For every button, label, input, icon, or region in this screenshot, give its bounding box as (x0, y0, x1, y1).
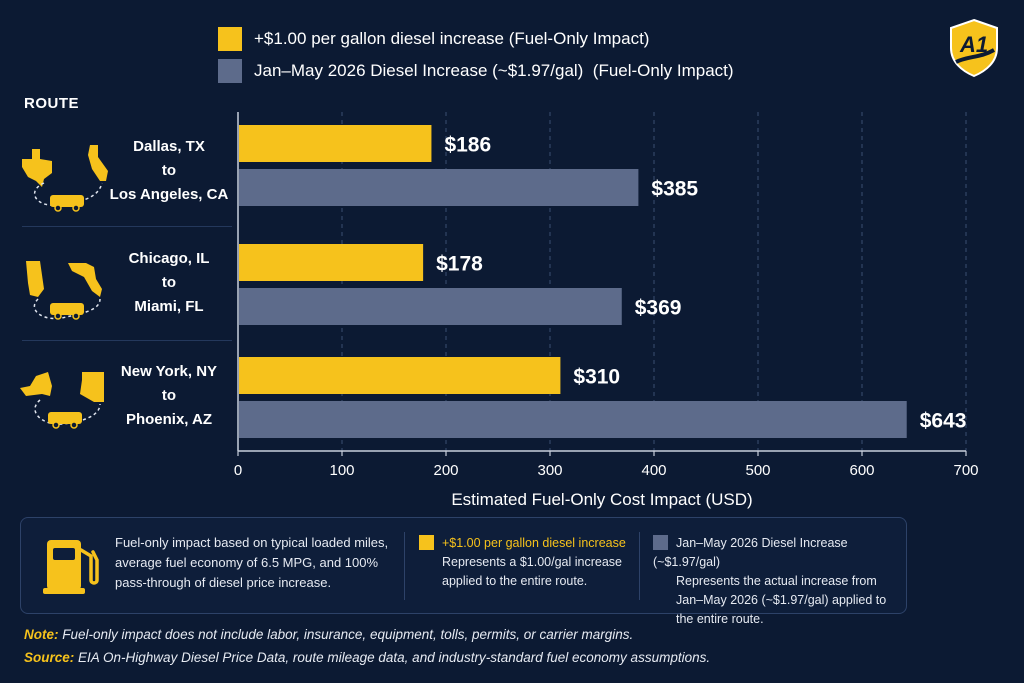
bar (239, 169, 639, 206)
info-swatch-gray (653, 535, 668, 550)
illinois-florida-map-icon (26, 261, 102, 320)
a1-logo: A1 (950, 18, 998, 78)
route-from: New York, NY (120, 363, 218, 380)
legend-item-yellow: +$1.00 per gallon diesel increase (Fuel-… (218, 26, 734, 52)
route-label-newyork: New York, NY to Phoenix, AZ (108, 360, 230, 432)
fuel-pump-icon (43, 540, 99, 594)
x-tick-label: 100 (329, 462, 354, 479)
logo-text: A1 (959, 32, 988, 57)
legend-swatch-gray (218, 59, 242, 83)
note-text: Fuel-only impact does not include labor,… (62, 627, 634, 642)
route-from: Chicago, IL (128, 250, 210, 267)
route-to-word: to (161, 387, 177, 404)
info-col-yellow-title: +$1.00 per gallon diesel increase (442, 536, 626, 550)
info-col-gray: Jan–May 2026 Diesel Increase (~$1.97/gal… (653, 534, 901, 629)
route-divider (22, 340, 232, 341)
info-description: Fuel-only impact based on typical loaded… (115, 535, 389, 590)
legend-swatch-yellow (218, 27, 242, 51)
info-divider (639, 532, 640, 600)
info-swatch-yellow (419, 535, 434, 550)
route-label-chicago: Chicago, IL to Miami, FL (108, 247, 230, 319)
bar (239, 244, 424, 281)
route-row-dallas: Dallas, TX to Los Angeles, CA (10, 135, 232, 235)
bar-value-label: $178 (436, 253, 483, 276)
route-to: Phoenix, AZ (125, 411, 213, 428)
source-line: Source: EIA On-Highway Diesel Price Data… (24, 650, 710, 665)
bar-value-label: $186 (444, 134, 491, 157)
legend-label-gray: Jan–May 2026 Diesel Increase (~$1.97/gal… (254, 61, 734, 80)
bar-value-label: $310 (573, 366, 620, 389)
info-col-yellow: +$1.00 per gallon diesel increase Repres… (419, 534, 634, 591)
route-divider (22, 226, 232, 227)
note-line: Note: Fuel-only impact does not include … (24, 627, 633, 642)
bar-value-label: $369 (635, 297, 682, 320)
chart-legend: +$1.00 per gallon diesel increase (Fuel-… (218, 26, 734, 90)
route-from: Dallas, TX (133, 138, 205, 155)
x-tick-label: 700 (953, 462, 978, 479)
bar (239, 288, 622, 325)
x-tick-label: 0 (234, 462, 242, 479)
x-tick-label: 300 (537, 462, 562, 479)
legend-label-yellow: +$1.00 per gallon diesel increase (Fuel-… (254, 29, 650, 48)
info-col-yellow-desc: Represents a $1.00/gal increase applied … (442, 555, 622, 588)
info-box: Fuel-only impact based on typical loaded… (20, 517, 907, 626)
route-to: Miami, FL (134, 298, 204, 315)
bar (239, 357, 561, 394)
route-label-dallas: Dallas, TX to Los Angeles, CA (108, 135, 230, 207)
info-col-gray-desc: Represents the actual increase from Jan–… (676, 574, 887, 626)
source-label: Source: (24, 650, 75, 665)
route-heading: ROUTE (24, 95, 79, 112)
x-tick-label: 200 (433, 462, 458, 479)
info-col-gray-title: Jan–May 2026 Diesel Increase (~$1.97/gal… (653, 536, 848, 569)
route-row-chicago: Chicago, IL to Miami, FL (10, 247, 232, 347)
bar-value-label: $643 (920, 410, 967, 433)
route-to: Los Angeles, CA (109, 186, 229, 203)
source-text: EIA On-Highway Diesel Price Data, route … (78, 650, 711, 665)
texas-california-map-icon (22, 145, 108, 212)
info-divider (404, 532, 405, 600)
route-row-newyork: New York, NY to Phoenix, AZ (10, 360, 232, 460)
x-tick-label: 500 (745, 462, 770, 479)
legend-item-gray: Jan–May 2026 Diesel Increase (~$1.97/gal… (218, 58, 734, 84)
info-col-yellow-title-row: +$1.00 per gallon diesel increase (419, 534, 634, 553)
note-label: Note: (24, 627, 59, 642)
route-to-word: to (161, 162, 177, 179)
route-to-word: to (161, 274, 177, 291)
newyork-arizona-map-icon (20, 372, 104, 429)
x-tick-label: 600 (849, 462, 874, 479)
x-tick-label: 400 (641, 462, 666, 479)
info-col-gray-title-row: Jan–May 2026 Diesel Increase (~$1.97/gal… (653, 534, 901, 572)
x-axis-title: Estimated Fuel-Only Cost Impact (USD) (451, 490, 753, 509)
bar-value-label: $385 (651, 178, 698, 201)
bar (239, 125, 432, 162)
bar (239, 401, 907, 438)
